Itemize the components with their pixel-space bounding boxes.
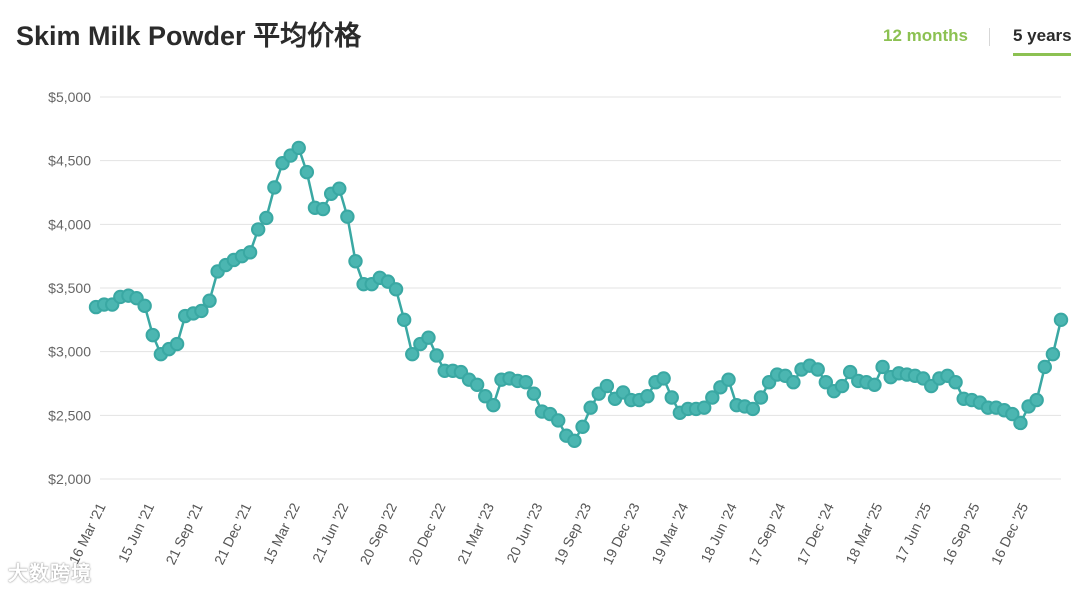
x-tick-label: 18 Mar '25 xyxy=(842,500,885,566)
data-point[interactable] xyxy=(267,180,282,195)
data-point[interactable] xyxy=(405,347,420,362)
data-point[interactable] xyxy=(664,390,679,405)
data-point[interactable] xyxy=(842,364,858,380)
data-point[interactable] xyxy=(875,359,890,375)
y-tick-label: $2,000 xyxy=(48,471,91,487)
data-point[interactable] xyxy=(388,282,404,297)
data-point[interactable] xyxy=(696,400,712,415)
x-tick-label: 18 Jun '24 xyxy=(697,500,740,565)
x-tick-label: 16 Sep '25 xyxy=(939,500,983,567)
tab-divider xyxy=(989,28,990,46)
data-point[interactable] xyxy=(948,375,963,390)
data-point[interactable] xyxy=(348,254,363,269)
x-tick-label: 21 Mar '23 xyxy=(454,500,497,566)
data-point[interactable] xyxy=(567,433,582,448)
data-point[interactable] xyxy=(1005,406,1020,422)
y-tick-label: $3,000 xyxy=(48,344,91,360)
x-tick-label: 20 Sep '22 xyxy=(356,500,400,567)
data-point[interactable] xyxy=(551,413,566,428)
data-point[interactable] xyxy=(169,336,185,352)
data-point[interactable] xyxy=(518,375,533,390)
data-point[interactable] xyxy=(810,362,825,377)
x-tick-label: 16 Dec '25 xyxy=(988,500,1032,567)
series-line-layer xyxy=(95,146,1063,443)
data-point[interactable] xyxy=(202,293,217,308)
x-tick-label: 19 Mar '24 xyxy=(648,500,691,566)
x-axis-ticks: 16 Mar '21 15 Jun '21 21 Sep '21 21 Dec '21… xyxy=(66,500,1032,567)
data-point[interactable] xyxy=(145,327,160,343)
data-point[interactable] xyxy=(834,378,850,394)
x-tick-label: 17 Dec '24 xyxy=(793,500,837,567)
y-axis-ticks: $2,000 $2,500 $3,000 $3,500 $4,000 $4,500 $5,0… xyxy=(48,89,91,487)
x-tick-label: 17 Sep '24 xyxy=(745,500,789,567)
data-point[interactable] xyxy=(421,330,436,345)
data-point[interactable] xyxy=(332,181,347,196)
series-line xyxy=(95,146,1063,443)
x-tick-label: 21 Sep '21 xyxy=(162,500,206,567)
data-point[interactable] xyxy=(429,348,444,363)
tab-12-months[interactable]: 12 months xyxy=(883,26,969,45)
data-point[interactable] xyxy=(194,303,209,319)
data-point[interactable] xyxy=(137,298,152,314)
y-tick-label: $5,000 xyxy=(48,89,91,105)
data-point[interactable] xyxy=(583,400,598,415)
y-tick-label: $2,500 xyxy=(48,407,91,423)
data-point[interactable] xyxy=(469,377,485,392)
data-point[interactable] xyxy=(315,201,331,217)
data-point[interactable] xyxy=(656,371,671,386)
page-title: Skim Milk Powder 平均价格 xyxy=(16,21,362,51)
x-tick-label: 20 Jun '23 xyxy=(503,500,546,565)
data-point[interactable] xyxy=(526,386,542,401)
active-tab-indicator xyxy=(1013,53,1071,56)
tab-5-years[interactable]: 5 years xyxy=(1013,26,1072,45)
data-point[interactable] xyxy=(599,378,615,394)
data-point[interactable] xyxy=(818,375,834,390)
y-tick-label: $3,500 xyxy=(48,280,91,296)
data-point[interactable] xyxy=(721,372,736,387)
x-tick-label: 21 Dec '21 xyxy=(211,500,255,567)
data-point[interactable] xyxy=(1029,392,1044,408)
x-tick-label: 19 Sep '23 xyxy=(551,500,595,567)
data-point[interactable] xyxy=(575,419,590,434)
data-point[interactable] xyxy=(1045,347,1061,362)
watermark-text: 大数跨境 xyxy=(8,563,92,585)
data-point[interactable] xyxy=(705,390,720,405)
x-tick-label: 19 Dec '23 xyxy=(599,500,643,567)
data-point[interactable] xyxy=(486,397,501,413)
x-tick-label: 15 Mar '22 xyxy=(260,500,303,566)
data-point[interactable] xyxy=(867,377,882,392)
data-point[interactable] xyxy=(340,209,355,224)
data-point[interactable] xyxy=(753,390,769,405)
y-tick-label: $4,000 xyxy=(48,216,91,232)
x-tick-label: 21 Jun '22 xyxy=(309,500,352,565)
data-point[interactable] xyxy=(299,164,315,180)
data-point[interactable] xyxy=(1053,312,1069,328)
data-points xyxy=(88,140,1069,448)
data-point[interactable] xyxy=(1013,415,1028,431)
data-point[interactable] xyxy=(242,245,258,260)
data-point[interactable] xyxy=(259,210,274,226)
data-point[interactable] xyxy=(478,389,493,404)
x-tick-label: 15 Jun '21 xyxy=(115,500,158,565)
x-tick-label: 17 Jun '25 xyxy=(892,500,935,565)
data-point[interactable] xyxy=(1037,359,1052,375)
data-point[interactable] xyxy=(745,401,761,417)
data-point[interactable] xyxy=(640,389,655,404)
y-tick-label: $4,500 xyxy=(48,153,91,169)
data-point[interactable] xyxy=(250,222,266,237)
data-point[interactable] xyxy=(786,375,801,390)
data-point[interactable] xyxy=(291,140,306,156)
x-tick-label: 20 Dec '22 xyxy=(405,500,449,567)
data-point[interactable] xyxy=(396,312,412,328)
